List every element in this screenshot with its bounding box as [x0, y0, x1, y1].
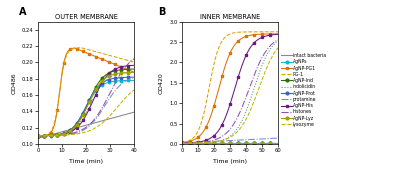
Title: OUTER MEMBRANE: OUTER MEMBRANE: [54, 14, 118, 20]
Y-axis label: OD420: OD420: [159, 72, 164, 94]
Y-axis label: OD486: OD486: [12, 72, 16, 94]
X-axis label: Time (min): Time (min): [213, 159, 247, 164]
Text: B: B: [158, 7, 165, 17]
X-axis label: Time (min): Time (min): [69, 159, 103, 164]
Text: A: A: [19, 7, 26, 17]
Legend: intact bacteria, AgNPs, AgNP-PG1, PG-1, AgNP-Ind, indolicidin, AgNP-Prot, protam: intact bacteria, AgNPs, AgNP-PG1, PG-1, …: [282, 53, 326, 127]
Title: INNER MEMBRANE: INNER MEMBRANE: [200, 14, 260, 20]
